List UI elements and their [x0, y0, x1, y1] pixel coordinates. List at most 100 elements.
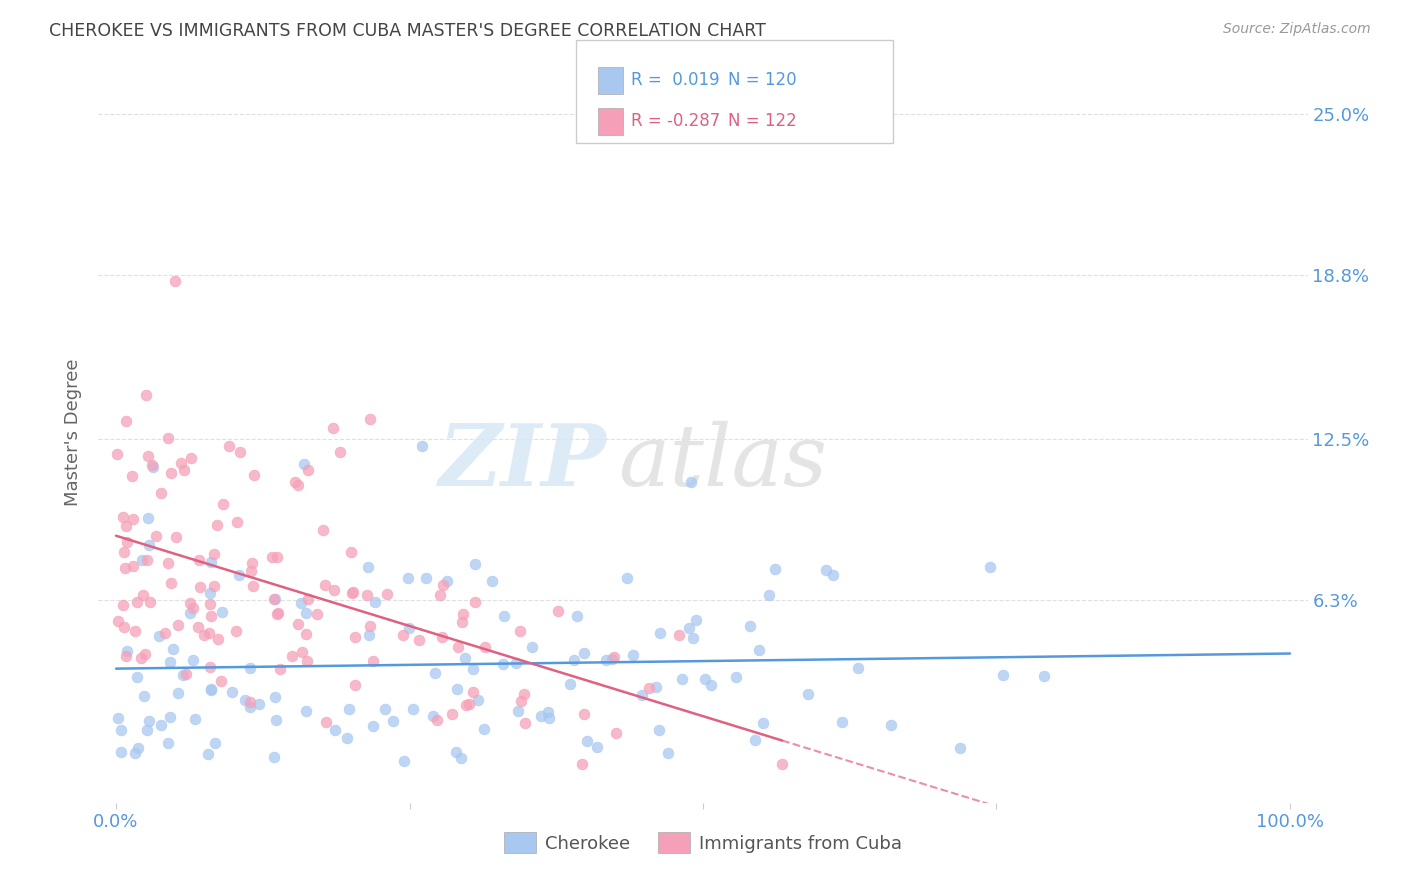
Point	[264, 714, 287, 728]
Point	[136, 511, 159, 525]
Point	[411, 440, 433, 454]
Point	[142, 460, 165, 475]
Point	[170, 456, 193, 470]
Point	[344, 677, 367, 691]
Point	[572, 706, 595, 721]
Point	[112, 620, 135, 634]
Point	[263, 592, 285, 607]
Point	[115, 534, 138, 549]
Point	[292, 457, 315, 471]
Point	[770, 756, 793, 771]
Point	[198, 660, 221, 674]
Point	[200, 683, 222, 698]
Point	[492, 657, 515, 672]
Text: ZIP: ZIP	[439, 420, 606, 504]
Point	[744, 733, 766, 747]
Point	[408, 632, 430, 647]
Point	[374, 702, 396, 716]
Point	[357, 559, 380, 574]
Point	[266, 550, 288, 565]
Point	[135, 553, 157, 567]
Point	[138, 538, 160, 552]
Point	[148, 629, 170, 643]
Point	[657, 746, 679, 760]
Point	[725, 670, 748, 684]
Point	[323, 583, 346, 598]
Point	[107, 711, 129, 725]
Point	[184, 712, 207, 726]
Point	[758, 588, 780, 602]
Point	[167, 686, 190, 700]
Point	[815, 563, 838, 577]
Point	[567, 608, 589, 623]
Point	[157, 736, 180, 750]
Point	[187, 553, 209, 567]
Point	[209, 674, 232, 689]
Point	[291, 645, 314, 659]
Point	[127, 741, 149, 756]
Point	[266, 607, 288, 621]
Point	[323, 723, 346, 737]
Point	[575, 734, 598, 748]
Point	[426, 713, 449, 727]
Point	[239, 700, 262, 714]
Point	[748, 643, 770, 657]
Point	[823, 568, 845, 582]
Point	[198, 625, 221, 640]
Point	[616, 571, 638, 585]
Point	[396, 570, 419, 584]
Point	[571, 756, 593, 771]
Point	[121, 469, 143, 483]
Point	[179, 596, 201, 610]
Point	[124, 624, 146, 639]
Point	[150, 486, 173, 500]
Point	[650, 626, 672, 640]
Point	[450, 751, 472, 765]
Point	[454, 698, 477, 712]
Point	[267, 606, 290, 620]
Point	[392, 755, 415, 769]
Point	[167, 617, 190, 632]
Point	[228, 568, 250, 582]
Point	[425, 666, 447, 681]
Point	[359, 619, 381, 633]
Point	[446, 745, 468, 759]
Point	[547, 604, 569, 618]
Point	[644, 680, 666, 694]
Point	[312, 524, 335, 538]
Point	[432, 578, 454, 592]
Point	[513, 716, 536, 731]
Point	[211, 605, 233, 619]
Point	[481, 574, 503, 589]
Point	[136, 449, 159, 463]
Point	[198, 586, 221, 600]
Point	[165, 274, 187, 288]
Point	[796, 687, 818, 701]
Point	[474, 640, 496, 654]
Text: atlas: atlas	[619, 421, 828, 504]
Point	[193, 628, 215, 642]
Point	[247, 697, 270, 711]
Point	[763, 562, 786, 576]
Point	[287, 478, 309, 492]
Point	[239, 695, 262, 709]
Point	[467, 693, 489, 707]
Point	[678, 621, 700, 635]
Point	[602, 649, 624, 664]
Point	[297, 463, 319, 477]
Point	[1032, 669, 1054, 683]
Point	[595, 653, 617, 667]
Point	[700, 678, 723, 692]
Point	[530, 709, 553, 723]
Point	[183, 600, 205, 615]
Point	[297, 591, 319, 606]
Point	[263, 749, 285, 764]
Point	[136, 723, 159, 738]
Point	[131, 588, 153, 602]
Point	[508, 704, 530, 718]
Point	[621, 648, 644, 663]
Text: N = 120: N = 120	[728, 71, 797, 89]
Point	[156, 556, 179, 570]
Point	[430, 630, 453, 644]
Point	[463, 662, 485, 676]
